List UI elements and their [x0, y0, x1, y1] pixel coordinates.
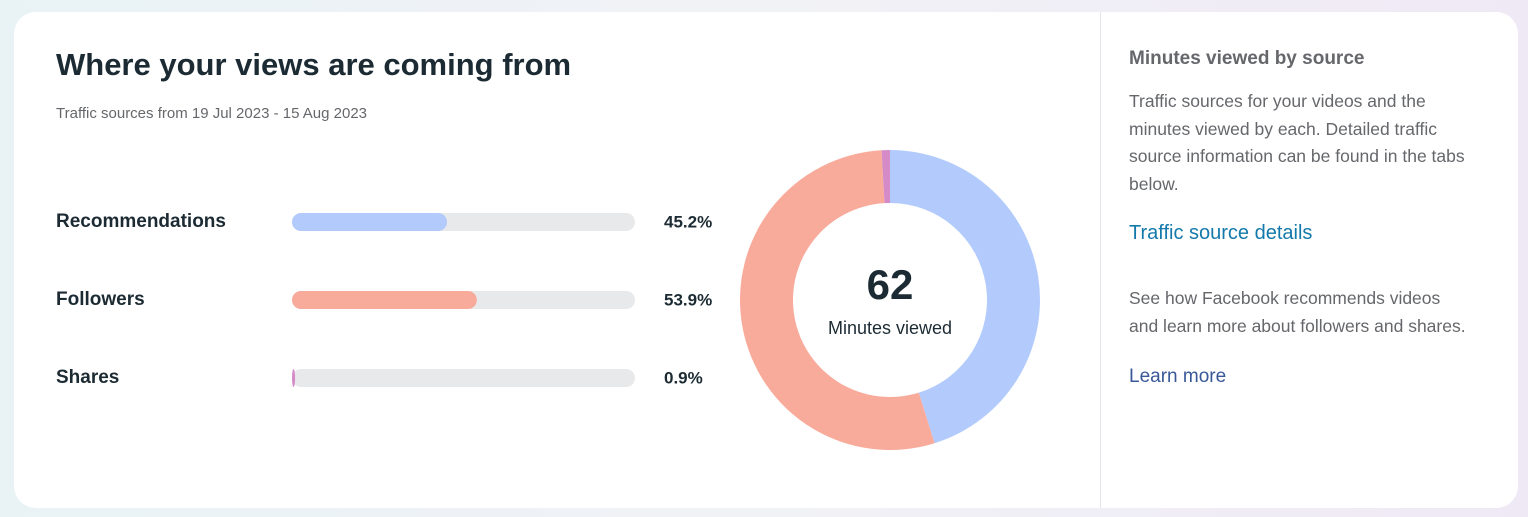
category-label: Followers	[56, 289, 145, 310]
card: Where your views are coming from Traffic…	[14, 12, 1518, 508]
chart: Where your views are coming from Traffic…	[56, 47, 1040, 451]
side-title: Minutes viewed by source	[1129, 48, 1365, 69]
value-label: 0.9%	[664, 368, 703, 387]
total-value: 62	[867, 261, 914, 308]
subtitle: Traffic sources from 19 Jul 2023 - 15 Au…	[56, 105, 367, 122]
bar-track	[292, 369, 635, 387]
bar	[292, 213, 448, 231]
learn-more-link[interactable]: Learn more	[1129, 366, 1227, 387]
donut-slice	[890, 150, 1040, 444]
value-label: 45.2%	[664, 212, 712, 231]
bar	[292, 369, 296, 387]
total-label: Minutes viewed	[828, 318, 952, 338]
side-panel: Minutes viewed by source Traffic sources…	[1100, 12, 1518, 508]
donut-slice	[881, 150, 890, 204]
value-label: 53.9%	[664, 290, 712, 309]
category-label: Recommendations	[56, 211, 226, 232]
title: Where your views are coming from	[56, 47, 571, 82]
bar	[292, 291, 477, 309]
side-note: See how Facebook recommends videos and l…	[1129, 288, 1466, 336]
category-label: Shares	[56, 367, 119, 388]
side-description: Traffic sources for your videos and the …	[1129, 91, 1465, 194]
donut-slice	[739, 150, 935, 451]
details-link[interactable]: Traffic source details	[1129, 222, 1313, 244]
